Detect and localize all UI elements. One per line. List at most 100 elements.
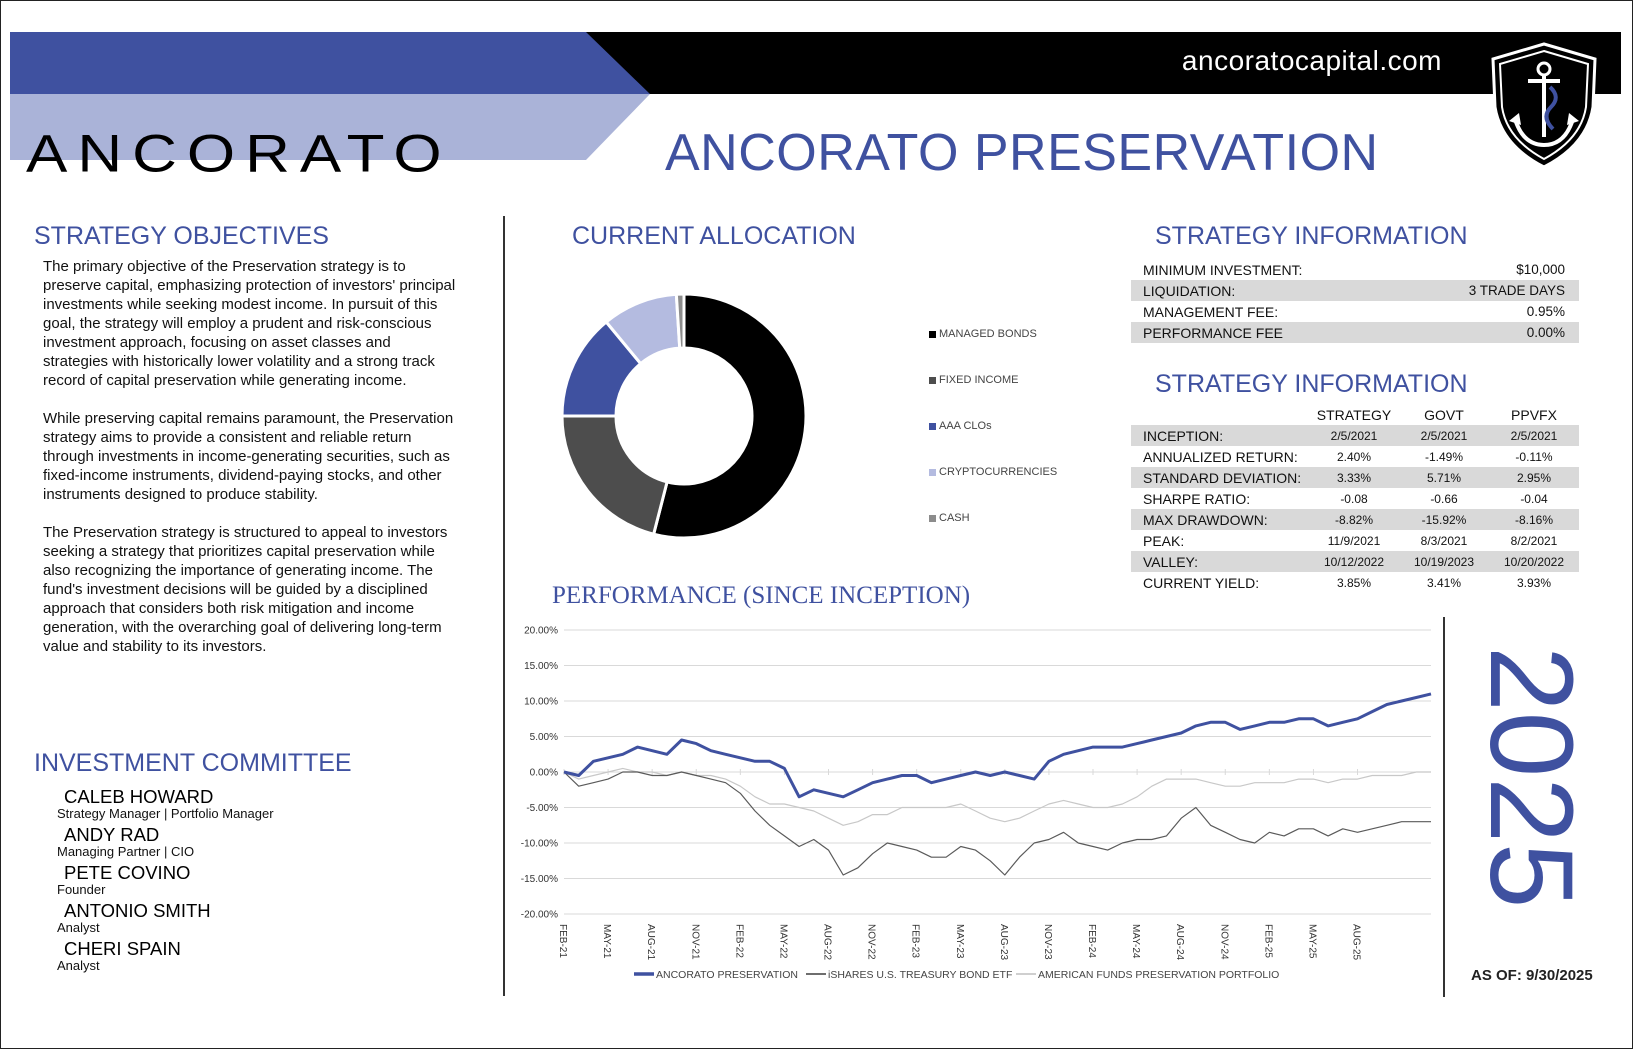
stats-value: 10/19/2023: [1413, 554, 1475, 569]
member-name: ANDY RAD: [64, 824, 160, 845]
stats-label: SHARPE RATIO:: [1143, 490, 1251, 507]
stats-value: -0.04: [1520, 491, 1548, 506]
objectives-paragraph: The Preservation strategy is structured …: [43, 524, 448, 655]
stats-value: 3.41%: [1426, 575, 1462, 590]
as-of-date: AS OF: 9/30/2025: [1471, 967, 1593, 984]
y-tick-label: 10.00%: [524, 697, 558, 708]
info-row: MANAGEMENT FEE: 0.95%: [1131, 301, 1579, 322]
stats-label: CURRENT YIELD:: [1143, 574, 1260, 591]
stats-label: ANNUALIZED RETURN:: [1143, 448, 1298, 465]
stats-value: 2/5/2021: [1510, 428, 1558, 443]
info-row: PERFORMANCE FEE 0.00%: [1131, 322, 1579, 343]
legend-label: FIXED INCOME: [939, 374, 1019, 386]
x-tick-label: MAY-21: [601, 924, 612, 959]
member-name: CALEB HOWARD: [64, 786, 214, 807]
info-label: MANAGEMENT FEE:: [1143, 303, 1279, 320]
performance-line-chart: 20.00% 15.00% 10.00% 5.00% 0.00% -5.00% -10.00…: [521, 626, 1432, 981]
info-value: 0.00%: [1526, 325, 1565, 340]
x-tick-label: FEB-21: [557, 924, 568, 958]
y-tick-label: -20.00%: [521, 910, 558, 921]
stats-label: PEAK:: [1143, 532, 1185, 549]
committee-member: CALEB HOWARD Strategy Manager | Portfoli…: [57, 787, 274, 821]
y-tick-label: -15.00%: [521, 874, 558, 885]
strategy-stats-heading: STRATEGY INFORMATION: [1155, 370, 1468, 398]
website-link[interactable]: ancoratocapital.com: [1181, 45, 1442, 76]
stats-row: SHARPE RATIO: -0.08 -0.66 -0.04: [1131, 488, 1579, 509]
stats-value: 2.95%: [1516, 470, 1552, 485]
member-role: Analyst: [57, 958, 100, 973]
member-role: Analyst: [57, 920, 100, 935]
info-row: MINIMUM INVESTMENT: $10,000: [1131, 259, 1579, 280]
donut-slice: [674, 292, 686, 350]
info-value: $10,000: [1516, 262, 1565, 277]
stats-row: CURRENT YIELD: 3.85% 3.41% 3.93%: [1131, 572, 1579, 593]
series-line: [563, 767, 1431, 826]
legend-item: CASH: [929, 495, 1057, 541]
info-label: LIQUIDATION:: [1143, 282, 1236, 299]
column-header: PPVFX: [1511, 407, 1557, 423]
stats-value: -0.11%: [1515, 449, 1553, 464]
info-row: LIQUIDATION: 3 TRADE DAYS: [1131, 280, 1579, 301]
legend-item: CRYPTOCURRENCIES: [929, 449, 1057, 495]
y-tick-label: 0.00%: [530, 768, 558, 779]
anchor-shield-icon: [1491, 42, 1597, 169]
x-tick-label: AUG-24: [1174, 924, 1185, 961]
x-tick-label: MAY-22: [777, 924, 788, 959]
legend-label: ANCORATO PRESERVATION: [656, 969, 798, 981]
x-tick-label: AUG-21: [645, 924, 656, 961]
objectives-heading: STRATEGY OBJECTIVES: [34, 222, 329, 250]
stats-value: 5.71%: [1426, 470, 1462, 485]
stats-row: ANNUALIZED RETURN: 2.40% -1.49% -0.11%: [1131, 446, 1579, 467]
legend-label: CASH: [939, 512, 970, 524]
stats-row: PEAK: 11/9/2021 8/3/2021 8/2/2021: [1131, 530, 1579, 551]
stats-value: -0.08: [1340, 491, 1368, 506]
objectives-paragraph: While preserving capital remains paramou…: [43, 410, 454, 503]
donut-slice: [651, 292, 808, 540]
strategy-info-table: MINIMUM INVESTMENT: $10,000 LIQUIDATION: 3…: [1131, 259, 1579, 343]
stats-value: 10/12/2022: [1323, 554, 1385, 569]
committee-list: CALEB HOWARD Strategy Manager | Portfoli…: [57, 787, 274, 977]
x-tick-label: FEB-25: [1262, 924, 1273, 958]
stats-value: 8/2/2021: [1510, 533, 1558, 548]
legend-item: AAA CLOs: [929, 403, 1057, 449]
member-role: Strategy Manager | Portfolio Manager: [57, 806, 274, 821]
ancorato-logo-text: ANCORATO: [26, 124, 452, 184]
stats-value: 3.85%: [1336, 575, 1372, 590]
x-tick-label: NOV-21: [689, 924, 700, 960]
legend-swatch: [929, 514, 936, 522]
year-vertical-label: 2025: [1469, 646, 1589, 909]
legend-item: FIXED INCOME: [929, 357, 1057, 403]
page-title: ANCORATO PRESERVATION: [665, 124, 1379, 182]
legend-label: AMERICAN FUNDS PRESERVATION PORTFOLIO: [1038, 969, 1279, 981]
committee-heading: INVESTMENT COMMITTEE: [34, 749, 352, 777]
stats-value: 11/9/2021: [1327, 533, 1381, 548]
stats-value: 10/20/2022: [1503, 554, 1565, 569]
stats-row: MAX DRAWDOWN: -8.82% -15.92% -8.16%: [1131, 509, 1579, 530]
y-tick-label: 15.00%: [524, 661, 558, 672]
x-tick-label: MAY-23: [954, 924, 965, 959]
stats-value: -0.66: [1430, 491, 1458, 506]
member-name: ANTONIO SMITH: [64, 900, 211, 921]
column-header: STRATEGY: [1316, 407, 1392, 423]
stats-value: 3.33%: [1336, 470, 1372, 485]
series-line: [563, 771, 1431, 876]
member-name: PETE COVINO: [64, 862, 191, 883]
y-tick-label: -5.00%: [526, 803, 558, 814]
header-band-black: [576, 32, 1621, 94]
column-divider: [503, 216, 505, 996]
objectives-text: The primary objective of the Preservatio…: [43, 257, 458, 675]
committee-member: CHERI SPAIN Analyst: [57, 939, 274, 973]
legend-swatch: [929, 376, 936, 384]
member-role: Managing Partner | CIO: [57, 844, 195, 859]
stats-value: -15.92%: [1421, 512, 1467, 527]
stats-value: 2/5/2021: [1330, 428, 1378, 443]
stats-label: VALLEY:: [1143, 553, 1199, 570]
x-tick-label: FEB-22: [733, 924, 744, 958]
donut-slice: [560, 414, 669, 536]
column-header: GOVT: [1424, 407, 1464, 423]
stats-row: VALLEY: 10/12/2022 10/19/2023 10/20/2022: [1131, 551, 1579, 572]
legend-label: AAA CLOs: [939, 420, 992, 432]
legend-item: MANAGED BONDS: [929, 311, 1057, 357]
committee-member: ANDY RAD Managing Partner | CIO: [57, 825, 274, 859]
